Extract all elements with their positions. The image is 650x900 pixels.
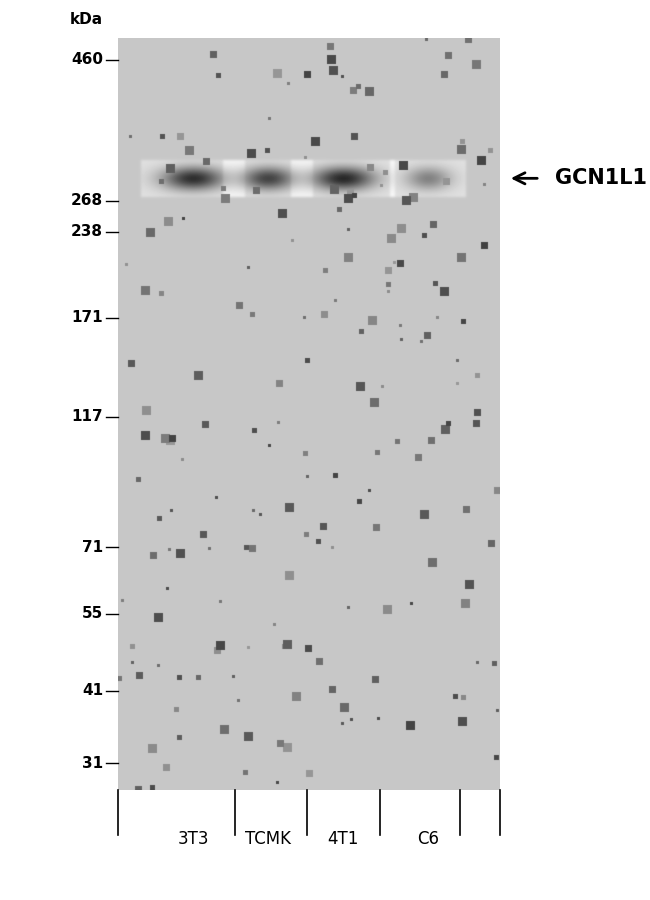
Text: 238: 238: [71, 224, 103, 239]
Text: 3T3: 3T3: [177, 830, 209, 848]
Text: 4T1: 4T1: [328, 830, 359, 848]
Text: TCMK: TCMK: [245, 830, 291, 848]
Text: 460: 460: [71, 52, 103, 68]
Text: GCN1L1: GCN1L1: [555, 168, 647, 188]
Text: C6: C6: [417, 830, 439, 848]
Text: 55: 55: [82, 607, 103, 621]
Text: 41: 41: [82, 683, 103, 698]
Text: 268: 268: [71, 194, 103, 208]
Text: kDa: kDa: [70, 13, 103, 28]
Text: 171: 171: [72, 310, 103, 326]
Text: 31: 31: [82, 756, 103, 771]
Text: 71: 71: [82, 540, 103, 554]
Text: 117: 117: [72, 410, 103, 425]
Bar: [118, 38, 500, 790]
